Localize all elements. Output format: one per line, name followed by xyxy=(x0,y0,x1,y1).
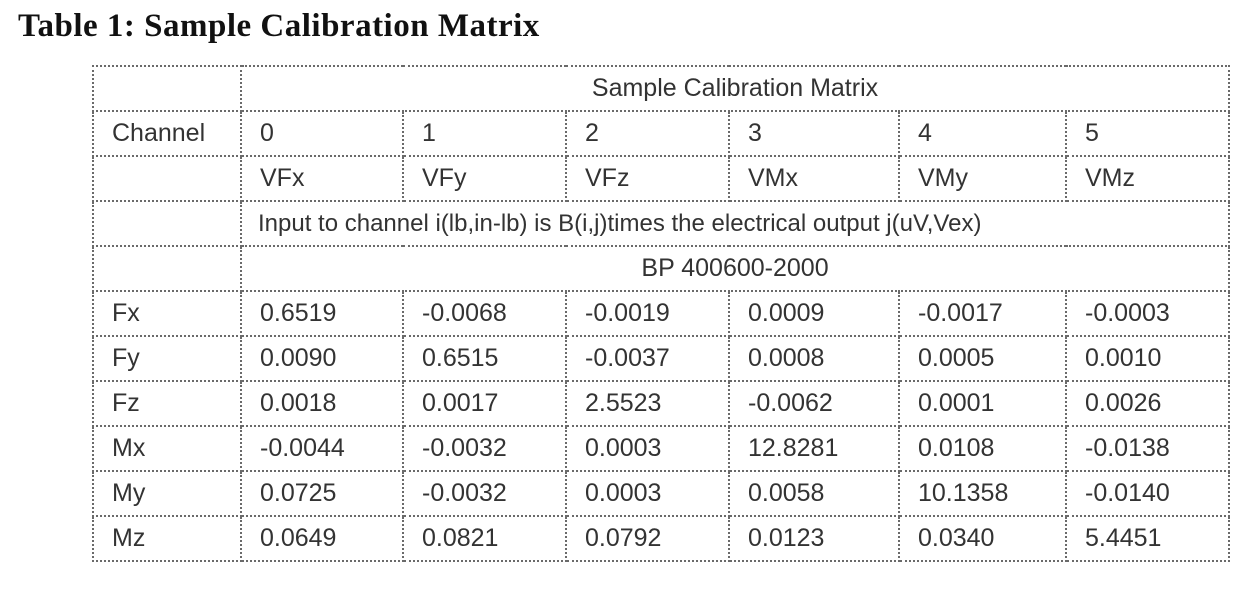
matrix-value-cell: 0.0008 xyxy=(729,336,899,381)
matrix-value-cell: 0.0003 xyxy=(566,426,729,471)
matrix-value-cell: 0.0123 xyxy=(729,516,899,561)
output-name-cell: VMx xyxy=(729,156,899,201)
calibration-matrix-table: Sample Calibration Matrix Channel 0 1 2 … xyxy=(92,65,1230,562)
output-name-cell: VFz xyxy=(566,156,729,201)
empty-cell xyxy=(93,246,241,291)
matrix-value-cell: -0.0140 xyxy=(1066,471,1229,516)
matrix-value-cell: 0.6519 xyxy=(241,291,403,336)
matrix-value-cell: -0.0032 xyxy=(403,426,566,471)
table-caption: Table 1: Sample Calibration Matrix xyxy=(18,6,540,46)
matrix-value-cell: -0.0019 xyxy=(566,291,729,336)
matrix-value-cell: 0.0058 xyxy=(729,471,899,516)
matrix-row-mx: Mx -0.0044 -0.0032 0.0003 12.8281 0.0108… xyxy=(93,426,1229,471)
channel-number-cell: 0 xyxy=(241,111,403,156)
matrix-row-my: My 0.0725 -0.0032 0.0003 0.0058 10.1358 … xyxy=(93,471,1229,516)
output-row: VFx VFy VFz VMx VMy VMz xyxy=(93,156,1229,201)
description-cell: Input to channel i(lb,in-lb) is B(i,j)ti… xyxy=(241,201,1229,246)
matrix-row-fx: Fx 0.6519 -0.0068 -0.0019 0.0009 -0.0017… xyxy=(93,291,1229,336)
matrix-value-cell: -0.0003 xyxy=(1066,291,1229,336)
matrix-value-cell: -0.0032 xyxy=(403,471,566,516)
matrix-title-cell: Sample Calibration Matrix xyxy=(241,66,1229,111)
matrix-value-cell: 0.0792 xyxy=(566,516,729,561)
row-label-cell: Fx xyxy=(93,291,241,336)
matrix-value-cell: 0.0017 xyxy=(403,381,566,426)
output-name-cell: VFy xyxy=(403,156,566,201)
model-cell: BP 400600-2000 xyxy=(241,246,1229,291)
matrix-value-cell: 0.0725 xyxy=(241,471,403,516)
empty-cell xyxy=(93,156,241,201)
channel-number-cell: 4 xyxy=(899,111,1066,156)
matrix-value-cell: 0.6515 xyxy=(403,336,566,381)
matrix-value-cell: -0.0044 xyxy=(241,426,403,471)
matrix-value-cell: 2.5523 xyxy=(566,381,729,426)
matrix-value-cell: 0.0108 xyxy=(899,426,1066,471)
matrix-value-cell: 12.8281 xyxy=(729,426,899,471)
output-name-cell: VMz xyxy=(1066,156,1229,201)
row-label-cell: My xyxy=(93,471,241,516)
row-label-cell: Mx xyxy=(93,426,241,471)
channel-number-cell: 3 xyxy=(729,111,899,156)
matrix-value-cell: 0.0090 xyxy=(241,336,403,381)
channel-number-cell: 1 xyxy=(403,111,566,156)
matrix-row-fy: Fy 0.0090 0.6515 -0.0037 0.0008 0.0005 0… xyxy=(93,336,1229,381)
empty-cell xyxy=(93,66,241,111)
output-name-cell: VFx xyxy=(241,156,403,201)
matrix-value-cell: 0.0005 xyxy=(899,336,1066,381)
matrix-value-cell: 0.0001 xyxy=(899,381,1066,426)
row-label-cell: Mz xyxy=(93,516,241,561)
row-label-cell: Fz xyxy=(93,381,241,426)
row-label-cell: Fy xyxy=(93,336,241,381)
matrix-value-cell: -0.0037 xyxy=(566,336,729,381)
matrix-row-fz: Fz 0.0018 0.0017 2.5523 -0.0062 0.0001 0… xyxy=(93,381,1229,426)
matrix-value-cell: -0.0068 xyxy=(403,291,566,336)
model-row: BP 400600-2000 xyxy=(93,246,1229,291)
matrix-value-cell: 0.0026 xyxy=(1066,381,1229,426)
matrix-value-cell: 0.0003 xyxy=(566,471,729,516)
channel-row: Channel 0 1 2 3 4 5 xyxy=(93,111,1229,156)
channel-number-cell: 2 xyxy=(566,111,729,156)
matrix-value-cell: 0.0010 xyxy=(1066,336,1229,381)
channel-label-cell: Channel xyxy=(93,111,241,156)
matrix-row-mz: Mz 0.0649 0.0821 0.0792 0.0123 0.0340 5.… xyxy=(93,516,1229,561)
empty-cell xyxy=(93,201,241,246)
matrix-value-cell: -0.0062 xyxy=(729,381,899,426)
matrix-value-cell: 5.4451 xyxy=(1066,516,1229,561)
matrix-value-cell: 0.0340 xyxy=(899,516,1066,561)
matrix-value-cell: -0.0138 xyxy=(1066,426,1229,471)
matrix-value-cell: 0.0821 xyxy=(403,516,566,561)
title-row: Sample Calibration Matrix xyxy=(93,66,1229,111)
description-row: Input to channel i(lb,in-lb) is B(i,j)ti… xyxy=(93,201,1229,246)
matrix-value-cell: -0.0017 xyxy=(899,291,1066,336)
channel-number-cell: 5 xyxy=(1066,111,1229,156)
matrix-value-cell: 0.0649 xyxy=(241,516,403,561)
matrix-value-cell: 0.0018 xyxy=(241,381,403,426)
matrix-value-cell: 0.0009 xyxy=(729,291,899,336)
matrix-value-cell: 10.1358 xyxy=(899,471,1066,516)
output-name-cell: VMy xyxy=(899,156,1066,201)
